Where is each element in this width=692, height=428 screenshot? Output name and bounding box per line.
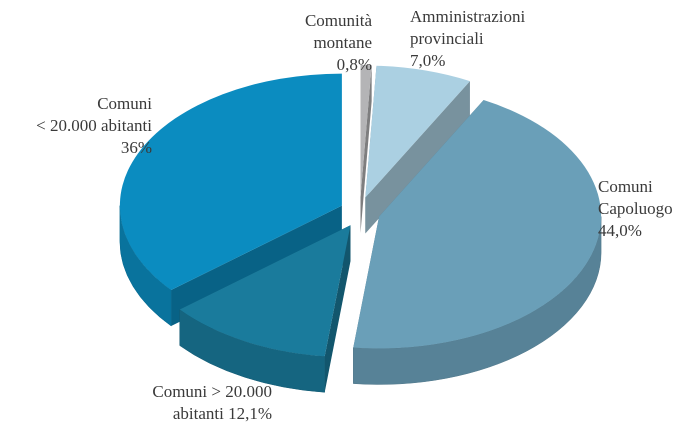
slice (365, 65, 470, 198)
slice (119, 73, 342, 290)
slice-cut-face (324, 225, 351, 393)
value-label: 7,0% (410, 51, 446, 70)
slice-cut-face (365, 81, 470, 234)
value-label: 12,1% (228, 404, 272, 423)
slice-label: Comuni < 20.000 abitanti 36% (0, 93, 152, 159)
category-label: Comuni Capoluogo (598, 177, 673, 218)
category-label: Comunità montane (304, 11, 372, 52)
category-label: Comuni < 20.000 abitanti (36, 94, 152, 135)
slice-label: Comuni > 20.000 abitanti 12,1% (60, 381, 272, 425)
category-label: Amministrazioni provinciali (410, 7, 526, 48)
slice-label: Amministrazioni provinciali 7,0% (410, 6, 610, 72)
slice (360, 65, 372, 197)
value-label: 0,8% (336, 55, 372, 74)
slice-label: Comunità montane 0,8% (262, 10, 372, 76)
slice-label: Comuni Capoluogo 44,0% (598, 176, 692, 242)
slice (353, 100, 602, 349)
value-label: 36% (120, 138, 152, 157)
value-label: 44,0% (598, 221, 642, 240)
category-label: Comuni > 20.000 abitanti (152, 382, 272, 423)
slice (179, 225, 351, 357)
slice-cut-face (360, 65, 372, 233)
